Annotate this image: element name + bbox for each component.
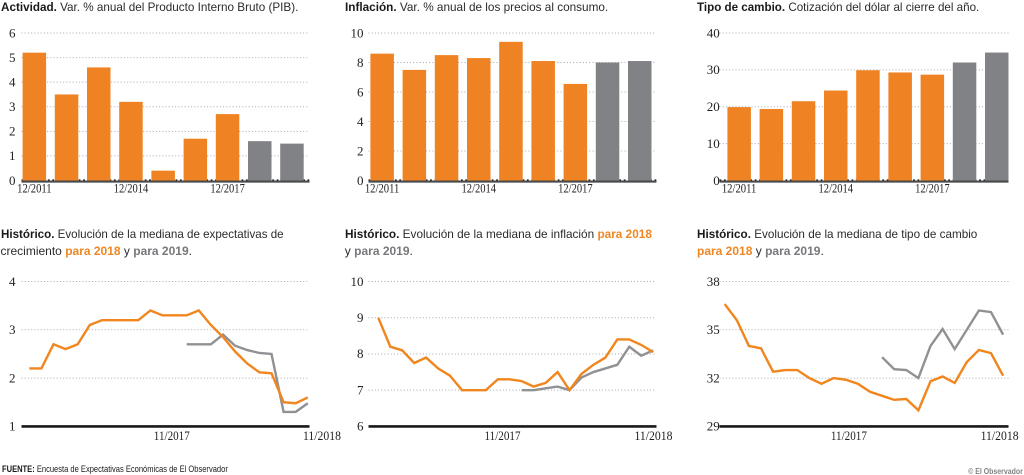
svg-text:11/2017: 11/2017 bbox=[831, 428, 867, 443]
svg-text:12/2017: 12/2017 bbox=[558, 181, 593, 196]
svg-text:29: 29 bbox=[707, 419, 720, 434]
svg-text:12/2017: 12/2017 bbox=[915, 181, 950, 196]
svg-text:32: 32 bbox=[707, 370, 720, 385]
svg-text:11/2017: 11/2017 bbox=[154, 428, 190, 443]
svg-text:12/2017: 12/2017 bbox=[210, 181, 245, 196]
svg-text:1: 1 bbox=[9, 419, 16, 434]
svg-text:10: 10 bbox=[707, 136, 720, 151]
svg-text:10: 10 bbox=[351, 274, 364, 289]
svg-text:6: 6 bbox=[357, 84, 364, 99]
svg-text:9: 9 bbox=[357, 310, 364, 325]
svg-text:12/2014: 12/2014 bbox=[462, 181, 497, 196]
svg-text:8: 8 bbox=[357, 55, 364, 70]
svg-text:4: 4 bbox=[357, 114, 364, 129]
svg-text:4: 4 bbox=[9, 75, 16, 90]
svg-text:1: 1 bbox=[9, 148, 16, 163]
svg-text:3: 3 bbox=[9, 99, 16, 114]
svg-text:38: 38 bbox=[707, 274, 720, 289]
svg-text:3: 3 bbox=[9, 322, 16, 337]
svg-text:12/2011: 12/2011 bbox=[17, 181, 52, 196]
svg-text:10: 10 bbox=[351, 25, 364, 40]
svg-text:0: 0 bbox=[713, 173, 720, 188]
svg-text:5: 5 bbox=[9, 50, 16, 65]
svg-text:11/2018: 11/2018 bbox=[303, 428, 341, 443]
svg-text:40: 40 bbox=[707, 25, 720, 40]
svg-text:12/2011: 12/2011 bbox=[722, 181, 757, 196]
svg-text:0: 0 bbox=[357, 173, 364, 188]
svg-text:8: 8 bbox=[357, 346, 364, 361]
svg-text:0: 0 bbox=[9, 173, 16, 188]
svg-text:12/2011: 12/2011 bbox=[365, 181, 400, 196]
svg-text:12/2014: 12/2014 bbox=[819, 181, 854, 196]
svg-text:20: 20 bbox=[707, 99, 720, 114]
svg-text:11/2018: 11/2018 bbox=[981, 428, 1019, 443]
svg-text:35: 35 bbox=[707, 322, 720, 337]
svg-text:7: 7 bbox=[357, 383, 364, 398]
svg-text:11/2017: 11/2017 bbox=[485, 428, 521, 443]
svg-text:4: 4 bbox=[9, 274, 16, 289]
svg-text:2: 2 bbox=[357, 143, 364, 158]
svg-text:2: 2 bbox=[9, 370, 16, 385]
svg-text:30: 30 bbox=[707, 62, 720, 77]
svg-text:6: 6 bbox=[357, 419, 364, 434]
svg-text:11/2018: 11/2018 bbox=[635, 428, 673, 443]
svg-text:12/2014: 12/2014 bbox=[114, 181, 149, 196]
svg-text:6: 6 bbox=[9, 25, 16, 40]
svg-text:2: 2 bbox=[9, 124, 16, 139]
